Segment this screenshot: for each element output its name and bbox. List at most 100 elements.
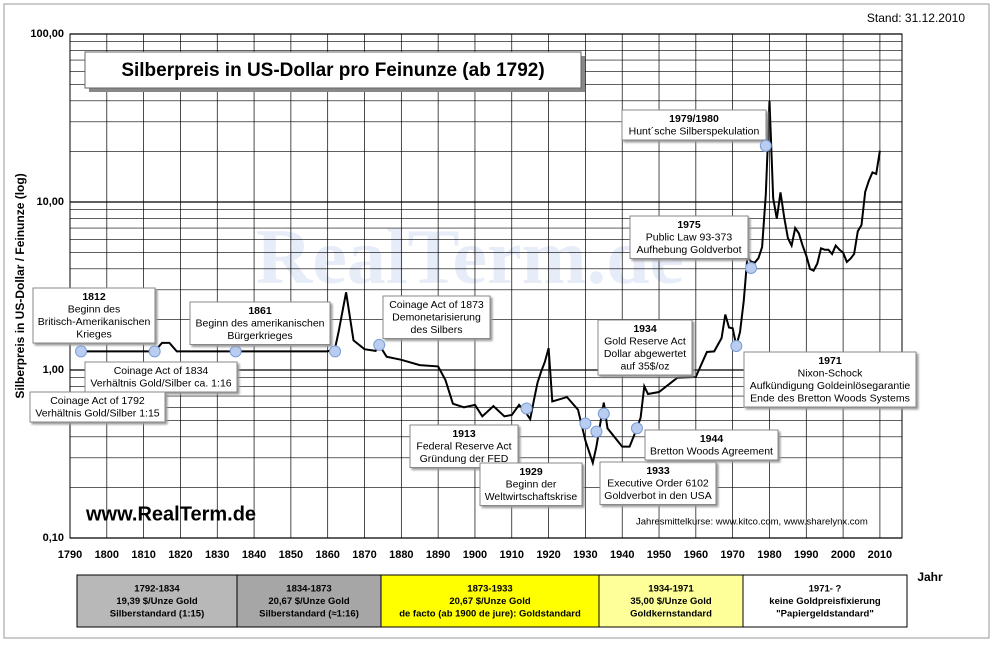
annotation-text: Aufkündigung Goldeinlösegarantie xyxy=(750,380,911,392)
annotation-text: Bretton Woods Agreement xyxy=(650,445,773,457)
annotation-text: Aufhebung Goldverbot xyxy=(636,244,741,256)
annotation-text: 1944 xyxy=(700,433,724,445)
annotation-text: Dollar abgewertet xyxy=(604,348,686,360)
annotation-text: 1975 xyxy=(677,219,701,231)
period-text: keine Goldpreisfixierung xyxy=(769,596,881,607)
annotation-text: auf 35$/oz xyxy=(620,360,669,372)
chart-title: Silberpreis in US-Dollar pro Feinunze (a… xyxy=(121,60,544,81)
y-tick-label: 100,00 xyxy=(30,28,64,40)
x-tick-label: 1800 xyxy=(95,549,119,561)
period-text: de facto (ab 1900 de jure): Goldstandard xyxy=(399,609,581,620)
event-marker xyxy=(520,402,533,415)
annotation-text: Bürgerkrieges xyxy=(227,330,292,342)
annotation-box xyxy=(597,319,693,376)
x-tick-label: 1990 xyxy=(794,549,818,561)
x-tick-label: 1920 xyxy=(536,549,560,561)
annotation-box xyxy=(599,461,717,505)
x-tick-label: 1880 xyxy=(389,549,413,561)
annotation-box xyxy=(382,295,491,339)
period-text: Silberstandard (1:15) xyxy=(110,609,205,620)
annotation-text: Executive Order 6102 xyxy=(607,477,709,489)
annotation-box xyxy=(189,301,331,345)
x-tick-label: 1960 xyxy=(684,549,708,561)
x-tick-label: 1860 xyxy=(315,549,339,561)
annotation-box xyxy=(629,215,749,259)
annotation-text: Beginn des xyxy=(68,303,121,315)
x-tick-label: 2010 xyxy=(868,549,892,561)
annotation-text: Goldverbot in den USA xyxy=(604,490,711,502)
period-cell xyxy=(742,574,908,628)
event-marker xyxy=(579,417,592,430)
x-tick-label: 1790 xyxy=(58,549,82,561)
frame xyxy=(3,3,990,639)
period-text: 1873-1933 xyxy=(467,584,512,595)
event-marker xyxy=(759,139,772,152)
y-tick-label: 0,10 xyxy=(43,532,64,544)
annotation-text: des Silbers xyxy=(411,324,463,336)
annotation-text: 1934 xyxy=(633,323,657,335)
x-tick-label: 1930 xyxy=(573,549,597,561)
title-box xyxy=(84,51,582,89)
stand: Stand: 31.12.2010 xyxy=(867,11,965,25)
period-text: Silberstandard (≈1:16) xyxy=(259,609,359,620)
x-tick-label: 1890 xyxy=(426,549,450,561)
period-text: 1971- ? xyxy=(809,584,842,595)
x-tick-label: 1950 xyxy=(647,549,671,561)
period-cell xyxy=(380,574,600,628)
x-tick-label: 1900 xyxy=(463,549,487,561)
x-tick-label: 1970 xyxy=(720,549,744,561)
annotation-text: Britisch-Amerikanischen xyxy=(38,316,151,328)
period-text: 19,39 $/Unze Gold xyxy=(116,596,198,607)
period-text: 1834-1873 xyxy=(286,584,331,595)
annotation-text: 1812 xyxy=(82,291,106,303)
annotation-text: Coinage Act of 1792 xyxy=(50,395,145,407)
period-text: "Papiergeldstandard" xyxy=(776,609,874,620)
annotation-text: Beginn des amerikanischen xyxy=(196,317,325,329)
period-text: 20,67 $/Unze Gold xyxy=(268,596,350,607)
x-tick-label: 1980 xyxy=(757,549,781,561)
x-tick-label: 2000 xyxy=(831,549,855,561)
event-marker xyxy=(590,425,603,438)
annotation-text: Verhältnis Gold/Silber 1:15 xyxy=(35,407,159,419)
x-tick-label: 1840 xyxy=(242,549,266,561)
annotation-box xyxy=(32,287,156,344)
annotation-text: Weltwirtschaftskrise xyxy=(485,491,578,503)
x-tick-label: 1940 xyxy=(610,549,634,561)
source: Jahresmittelkurse: www.kitco.com, www.sh… xyxy=(636,517,868,528)
event-marker xyxy=(75,345,88,358)
annotation-text: Nixon-Schock xyxy=(798,367,864,379)
annotation-text: 1971 xyxy=(818,355,842,367)
event-marker xyxy=(148,345,161,358)
annotation-text: Coinage Act of 1873 xyxy=(389,299,484,311)
event-marker xyxy=(229,345,242,358)
x-tick-label: 1870 xyxy=(352,549,376,561)
period-cell xyxy=(76,574,238,628)
annotation-text: Demonetarisierung xyxy=(392,311,481,323)
annotation-text: 1933 xyxy=(646,465,670,477)
period-cell xyxy=(236,574,382,628)
annotation-text: Verhältnis Gold/Silber ca. 1:16 xyxy=(90,377,231,389)
y-label: Silberpreis in US-Dollar / Feinunze (log… xyxy=(13,173,27,398)
annotation-text: 1979/1980 xyxy=(669,113,719,125)
y-tick-label: 1,00 xyxy=(43,364,64,376)
annotation-box xyxy=(621,109,767,141)
event-marker xyxy=(373,338,386,351)
event-marker xyxy=(630,422,643,435)
annotation-text: Federal Reserve Act xyxy=(416,440,511,452)
x-tick-label: 1850 xyxy=(279,549,303,561)
x-tick-label: 1820 xyxy=(168,549,192,561)
website: www.RealTerm.de xyxy=(85,503,256,525)
annotation-text: Ende des Bretton Woods Systems xyxy=(750,392,910,404)
event-marker xyxy=(329,345,342,358)
annotation-text: Krieges xyxy=(76,328,112,340)
event-marker xyxy=(597,407,610,420)
x-tick-label: 1910 xyxy=(500,549,524,561)
period-text: Goldkernstandard xyxy=(630,609,712,620)
annotation-box xyxy=(479,462,583,506)
annotation-text: 1861 xyxy=(248,305,272,317)
annotation-text: Gründung der FED xyxy=(420,453,509,465)
x-label: Jahr xyxy=(917,570,943,584)
period-text: 1934-1971 xyxy=(648,584,694,595)
annotation-box xyxy=(743,351,917,408)
